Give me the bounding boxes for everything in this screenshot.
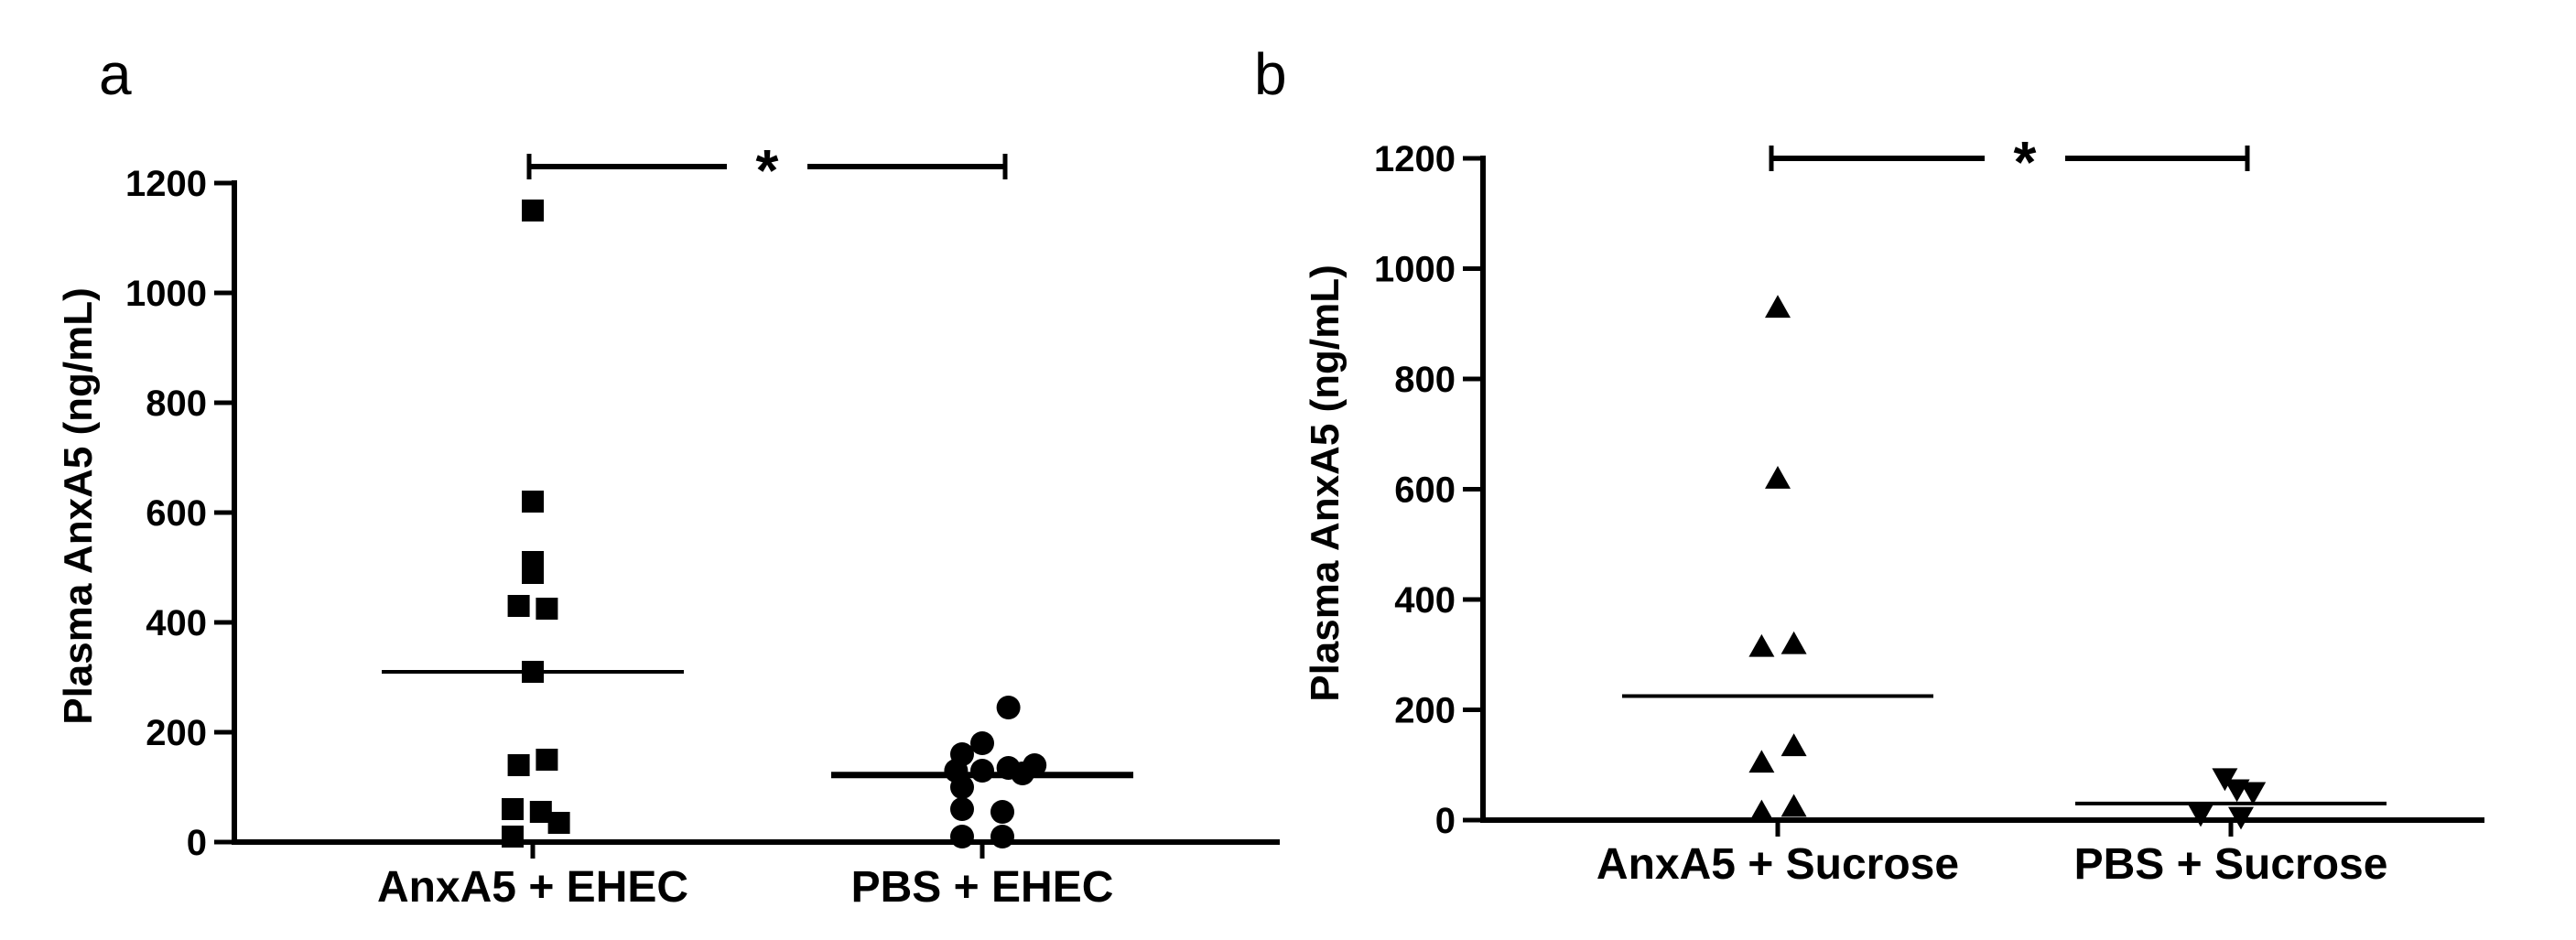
panel-a-mean-lines	[382, 670, 1133, 779]
panel-b-y-tick-label: 1200	[1374, 139, 1456, 179]
panel-b-point	[2228, 806, 2254, 830]
panel-b-point	[1780, 794, 1807, 817]
panel-a-point	[502, 798, 524, 820]
panel-a-point	[522, 491, 544, 513]
panel-a-point	[547, 812, 570, 834]
panel-a: a Plasma AnxA5 (ng/mL) 0 200 400 600 800 1000…	[56, 41, 1280, 912]
panel-a-significance-star: *	[756, 137, 779, 203]
panel-b-mean-lines	[1622, 694, 2387, 805]
panel-b-letter: b	[1254, 41, 1287, 107]
panel-a-y-axis-title: Plasma AnxA5 (ng/mL)	[56, 287, 101, 725]
panel-a-point	[950, 797, 974, 821]
panel-a-point	[522, 200, 544, 221]
panel-b-points	[1748, 295, 2267, 830]
panel-a-point	[950, 775, 974, 799]
panel-a-axes: 0 200 400 600 800 1000 1200 AnxA5 + EHEC PBS + E…	[125, 164, 1280, 912]
panel-a-significance-bracket: *	[526, 137, 1008, 203]
panel-a-y-tick-label: 200	[146, 713, 207, 753]
panel-b-y-tick-label: 200	[1394, 691, 1456, 731]
panel-b-point	[1765, 295, 1791, 319]
panel-b-significance-star: *	[2014, 129, 2037, 195]
panel-a-point	[950, 825, 974, 848]
panel-b-axes: 0 200 400 600 800 1000 1200 AnxA5 + Sucrose PBS …	[1374, 139, 2484, 889]
panel-a-y-tick-label: 400	[146, 603, 207, 643]
panel-a-letter: a	[99, 41, 132, 107]
panel-b-y-tick-label: 1000	[1374, 250, 1456, 290]
panel-a-points	[502, 200, 1047, 848]
panel-b: b Plasma AnxA5 (ng/mL) 0 200 400 600 800 1000…	[1254, 41, 2484, 889]
panel-a-point	[990, 825, 1014, 848]
panel-b-significance-bracket: *	[1769, 129, 2250, 195]
panel-b-y-axis-title: Plasma AnxA5 (ng/mL)	[1303, 265, 1348, 702]
panel-a-y-tick-label: 1200	[125, 164, 207, 204]
panel-a-point	[970, 759, 994, 783]
panel-a-point	[970, 731, 994, 755]
panel-a-point	[996, 696, 1021, 719]
panel-a-category-label: AnxA5 + EHEC	[377, 863, 688, 912]
panel-b-category-label: AnxA5 + Sucrose	[1596, 840, 1959, 889]
panel-b-point	[1780, 733, 1807, 757]
panel-b-point	[1765, 466, 1791, 489]
panel-a-point	[536, 598, 558, 620]
panel-b-y-tick-label: 600	[1394, 470, 1456, 511]
panel-a-y-tick-label: 600	[146, 493, 207, 534]
panel-a-point	[990, 800, 1014, 824]
panel-b-point	[1780, 631, 1807, 654]
panel-b-category-label: PBS + Sucrose	[2074, 840, 2388, 889]
panel-a-point	[522, 562, 544, 584]
panel-b-point	[1748, 750, 1775, 773]
panel-a-y-tick-label: 0	[187, 823, 207, 863]
panel-b-point	[1748, 633, 1775, 657]
panel-b-y-tick-label: 400	[1394, 580, 1456, 621]
panel-a-point	[507, 595, 530, 617]
panel-a-category-label: PBS + EHEC	[851, 863, 1114, 912]
panel-b-point	[2240, 782, 2267, 805]
panel-b-point	[2188, 804, 2213, 827]
panel-a-point	[536, 749, 558, 771]
panel-b-y-tick-label: 0	[1435, 801, 1456, 841]
panel-a-y-tick-label: 800	[146, 384, 207, 424]
panel-a-point	[502, 826, 524, 848]
panel-b-point	[1748, 799, 1775, 823]
panel-a-y-tick-label: 1000	[125, 274, 207, 314]
panel-a-point	[507, 754, 530, 776]
panel-b-y-tick-label: 800	[1394, 360, 1456, 400]
